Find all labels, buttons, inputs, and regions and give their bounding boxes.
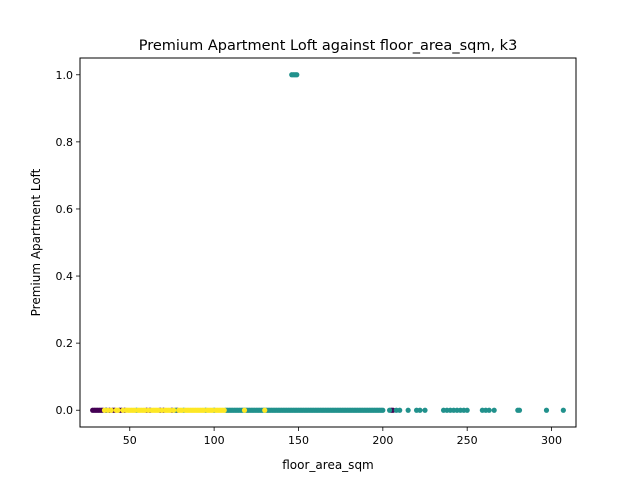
- scatter-point: [464, 407, 470, 413]
- scatter-point: [171, 407, 177, 413]
- scatter-point: [241, 407, 248, 413]
- plot-frame: [79, 57, 577, 428]
- ticks-layer: 50 100 150 200 250 300 0.0 0.2 0.4 0.6 0.8 1.0: [56, 69, 563, 447]
- scatter-point: [422, 407, 428, 413]
- scatter-point: [380, 407, 386, 413]
- scatter-point: [486, 407, 492, 413]
- scatter-point: [397, 407, 403, 413]
- x-tick-label: 100: [204, 434, 225, 447]
- scatter-point: [221, 407, 227, 413]
- scatter-point: [108, 407, 114, 413]
- scatter-point: [115, 407, 121, 413]
- x-tick-label: 300: [541, 434, 562, 447]
- x-tick-label: 150: [288, 434, 309, 447]
- x-axis-label: floor_area_sqm: [282, 458, 374, 472]
- x-tick-label: 200: [372, 434, 393, 447]
- y-axis-label: Premium Apartment Loft: [29, 168, 43, 316]
- y-tick-label: 0.6: [56, 203, 74, 216]
- y-tick-label: 0.4: [56, 270, 74, 283]
- scatter-point: [491, 407, 497, 413]
- y-tick-label: 1.0: [56, 69, 74, 82]
- x-tick-label: 250: [457, 434, 478, 447]
- y-tick-label: 0.2: [56, 337, 74, 350]
- points-layer: [90, 72, 566, 413]
- scatter-point: [262, 407, 268, 413]
- scatter-point: [516, 407, 523, 413]
- x-tick-label: 50: [123, 434, 137, 447]
- scatter-point: [560, 407, 566, 413]
- plot-area: [80, 58, 576, 427]
- scatter-point: [386, 407, 393, 413]
- y-tick-label: 0.0: [56, 404, 74, 417]
- chart-title: Premium Apartment Loft against floor_are…: [139, 38, 518, 54]
- scatter-point: [417, 407, 423, 413]
- y-tick-label: 0.8: [56, 136, 74, 149]
- scatter-point: [405, 407, 411, 413]
- scatter-point: [294, 72, 300, 78]
- scatter-point: [543, 407, 550, 413]
